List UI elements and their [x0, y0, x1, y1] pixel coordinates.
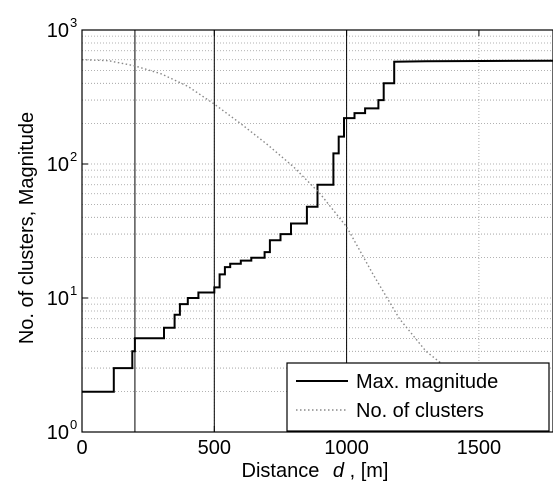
y-tick-exponent: 3	[70, 15, 77, 30]
x-axis-label-text: Distance	[242, 460, 320, 482]
y-axis-label: No. of clusters, Magnitude	[16, 112, 38, 344]
x-tick-label: 1000	[324, 437, 369, 459]
x-tick-label: 0	[76, 437, 87, 459]
x-tick-label: 500	[198, 437, 231, 459]
series-line-max-magnitude	[82, 59, 553, 393]
y-tick-label: 10	[47, 20, 69, 42]
legend: Max. magnitude No. of clusters	[286, 362, 550, 432]
x-tick-label: 1500	[457, 437, 502, 459]
legend-label-max-magnitude: Max. magnitude	[356, 371, 498, 393]
legend-box	[286, 362, 550, 432]
y-tick-exponent: 0	[70, 417, 77, 432]
y-tick-exponent: 1	[70, 283, 77, 298]
series-line-no-of-clusters	[81, 59, 480, 387]
legend-label-no-of-clusters: No. of clusters	[356, 400, 484, 422]
x-axis-label-unit: , [m]	[350, 460, 389, 482]
y-tick-exponent: 2	[70, 149, 77, 164]
series-layer	[81, 59, 553, 393]
y-tick-label: 10	[47, 288, 69, 310]
x-axis-label-variable: d	[333, 460, 345, 482]
x-axis-label: Distance d , [m]	[242, 460, 389, 482]
y-tick-label: 10	[47, 154, 69, 176]
y-tick-label: 10	[47, 422, 69, 444]
plot-frame	[81, 29, 553, 433]
